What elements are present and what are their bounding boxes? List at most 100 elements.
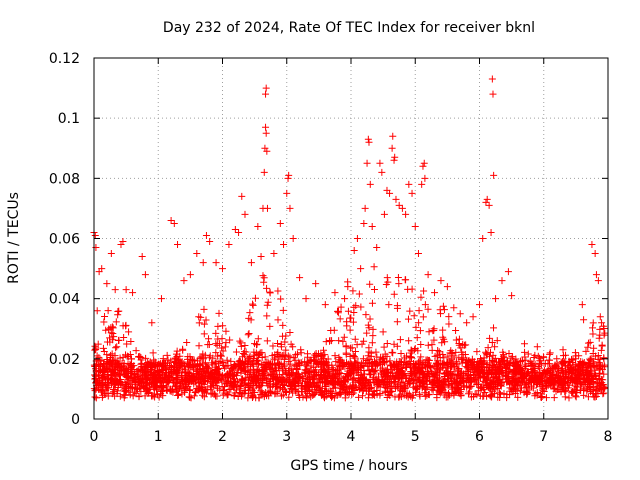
scatter-point	[228, 372, 236, 380]
scatter-point	[350, 308, 358, 316]
scatter-point	[280, 351, 288, 359]
scatter-point	[531, 351, 539, 359]
scatter-point	[393, 304, 401, 312]
scatter-point	[295, 359, 303, 367]
scatter-point	[415, 307, 423, 315]
scatter-point	[402, 210, 410, 218]
scatter-point	[446, 369, 454, 377]
scatter-point	[157, 295, 165, 303]
scatter-point	[111, 286, 119, 294]
scatter-point	[107, 250, 115, 258]
scatter-point	[419, 313, 427, 321]
scatter-point	[600, 331, 608, 339]
scatter-point	[260, 278, 268, 286]
scatter-point	[432, 365, 440, 373]
scatter-point	[257, 253, 265, 261]
scatter-point	[254, 374, 262, 382]
scatter-point	[551, 378, 559, 386]
scatter-point	[219, 347, 227, 355]
scatter-point	[214, 365, 222, 373]
scatter-point	[112, 378, 120, 386]
scatter-point	[138, 253, 146, 261]
scatter-point	[262, 90, 270, 98]
scatter-point	[202, 231, 210, 239]
scatter-point	[325, 390, 333, 398]
scatter-point	[121, 387, 129, 395]
scatter-point	[347, 314, 355, 322]
scatter-point	[447, 347, 455, 355]
scatter-point	[353, 235, 361, 242]
scatter-point	[285, 171, 293, 179]
scatter-point	[172, 358, 180, 366]
scatter-point	[404, 285, 412, 293]
scatter-point	[404, 393, 412, 401]
scatter-point	[193, 250, 201, 258]
scatter-point	[273, 382, 281, 390]
scatter-point	[414, 384, 422, 392]
scatter-point	[351, 335, 359, 343]
scatter-point	[115, 336, 123, 344]
scatter-point	[367, 352, 375, 360]
scatter-point	[373, 353, 381, 361]
scatter-point	[486, 391, 494, 399]
scatter-point	[119, 381, 127, 389]
scatter-point	[385, 301, 393, 309]
scatter-point	[561, 367, 569, 375]
scatter-point	[314, 359, 322, 367]
scatter-point	[541, 360, 549, 368]
scatter-point	[212, 349, 220, 357]
scatter-point	[231, 362, 239, 370]
scatter-point	[480, 392, 488, 400]
scatter-point	[401, 372, 409, 380]
scatter-point	[330, 379, 338, 387]
scatter-point	[499, 356, 507, 364]
scatter-point	[303, 384, 311, 392]
scatter-point	[509, 353, 517, 361]
scatter-point	[246, 361, 254, 369]
scatter-point	[410, 376, 418, 384]
scatter-point	[114, 369, 122, 377]
scatter-point	[314, 350, 322, 358]
scatter-point	[245, 330, 253, 338]
scatter-point	[421, 174, 429, 182]
scatter-point	[170, 379, 178, 387]
scatter-point	[521, 356, 529, 364]
scatter-point	[164, 356, 172, 364]
scatter-point	[467, 393, 475, 401]
scatter-point	[241, 342, 249, 350]
scatter-point	[249, 370, 257, 378]
scatter-point	[220, 364, 228, 372]
scatter-point	[191, 361, 199, 369]
scatter-point	[224, 390, 232, 398]
scatter-point	[561, 388, 569, 396]
scatter-point	[266, 288, 274, 296]
scatter-point	[183, 338, 191, 346]
scatter-point	[251, 294, 259, 302]
scatter-point	[263, 337, 271, 345]
scatter-point	[439, 360, 447, 368]
scatter-point	[369, 325, 377, 333]
scatter-point	[577, 380, 585, 388]
scatter-point	[311, 351, 319, 359]
scatter-point	[357, 382, 365, 390]
scatter-point	[93, 356, 101, 364]
scatter-point	[238, 192, 246, 200]
scatter-point	[319, 346, 327, 354]
scatter-point	[128, 383, 136, 391]
scatter-point	[108, 323, 116, 331]
scatter-point	[141, 271, 149, 279]
scatter-point	[551, 361, 559, 369]
scatter-point	[414, 250, 422, 258]
scatter-point	[268, 352, 276, 360]
scatter-point	[286, 204, 294, 212]
scatter-point	[318, 358, 326, 366]
scatter-point	[201, 351, 209, 359]
scatter-point	[307, 357, 315, 365]
scatter-point	[407, 349, 415, 357]
scatter-point	[364, 321, 372, 329]
scatter-point	[217, 351, 225, 359]
scatter-point	[347, 344, 355, 352]
scatter-point	[365, 386, 373, 394]
scatter-point	[499, 367, 507, 375]
scatter-point	[392, 195, 400, 203]
